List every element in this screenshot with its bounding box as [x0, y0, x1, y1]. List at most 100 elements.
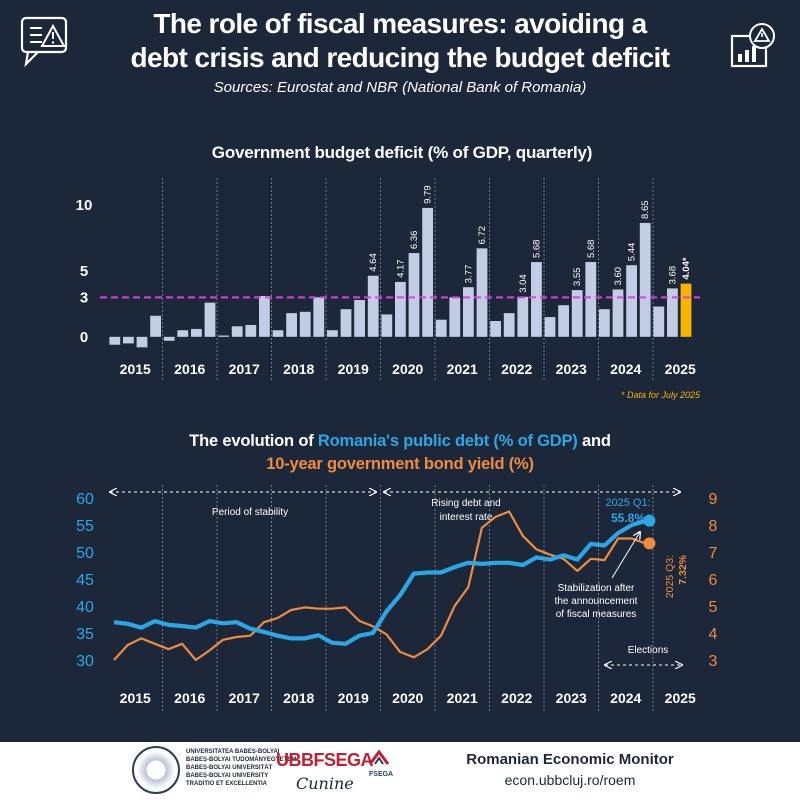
- line-year-label: 2020: [392, 690, 423, 706]
- line-year-label: 2024: [610, 690, 641, 706]
- yield-last-label-line2: 7.32%: [677, 554, 689, 584]
- bar-value-label: 3.60: [613, 267, 624, 286]
- bar-year-label: 2022: [501, 361, 532, 377]
- deficit-bar: [245, 324, 257, 337]
- deficit-bar: [612, 289, 624, 337]
- deficit-bar: [435, 319, 447, 337]
- elections-label: Elections: [628, 645, 669, 656]
- university-name-block: UNIVERSITATEA BABEȘ-BOLYAI BABEȘ-BOLYAI …: [186, 748, 296, 788]
- bar-year-label: 2015: [120, 361, 151, 377]
- debt-axis-tick: 50: [76, 545, 94, 562]
- main-title-line1: The role of fiscal measures: avoiding a: [153, 8, 647, 39]
- uni-line: TRADITIO ET EXCELLENTIA: [186, 781, 267, 787]
- bar-year-gridlines: [162, 178, 654, 382]
- infographic-canvas: The role of fiscal measures: avoiding a …: [20, 8, 775, 712]
- bar-y-axis: 0 3 5 10: [76, 197, 93, 346]
- yield-axis: 3 4 5 6 7 8 9: [709, 491, 718, 670]
- debt-line: [113, 518, 647, 646]
- rising-label-line1: Rising debt and: [431, 498, 501, 509]
- yield-last-label-line1: 2025 Q3:: [664, 555, 676, 598]
- bar-year-label: 2021: [447, 361, 478, 377]
- line-year-label: 2022: [501, 690, 532, 706]
- deficit-bar: [204, 302, 216, 337]
- deficit-bar: [218, 335, 229, 337]
- deficit-bar: [299, 311, 311, 337]
- deficit-bar: [163, 336, 175, 341]
- deficit-bar: [123, 336, 134, 344]
- bar-value-label: 3.55: [572, 268, 583, 287]
- deficit-bar: [422, 207, 433, 337]
- debt-axis-tick: 55: [76, 518, 94, 535]
- uni-line: BABEȘ-BOLYAI UNIVERSITY: [186, 773, 269, 779]
- fsega-small-text: FSEGA: [369, 771, 394, 778]
- yield-axis-tick: 5: [709, 599, 718, 616]
- bar-year-label: 2017: [229, 361, 260, 377]
- deficit-bar: [340, 309, 352, 337]
- fsega-logo: UBBFSEGA: [276, 750, 374, 770]
- bar-value-label: 3.68: [667, 266, 678, 285]
- university-seal-icon: [132, 746, 180, 794]
- deficit-bar: [544, 317, 556, 337]
- deficit-bar: [136, 336, 148, 348]
- bar-year-label: 2024: [610, 361, 641, 377]
- bar-year-label: 2019: [338, 361, 369, 377]
- bar-y-tick: 5: [80, 263, 88, 280]
- bar-value-label: 3.77: [463, 265, 474, 284]
- debt-axis-tick: 45: [76, 572, 94, 589]
- deficit-bar: [639, 222, 651, 337]
- line-x-axis: 2015 2016 2017 2018 2019 2020 2021 2022 2023 2024…: [120, 690, 696, 706]
- line-title-part3: and: [578, 432, 611, 450]
- deficit-bar: [272, 330, 284, 337]
- signature: Cunine: [296, 774, 354, 793]
- uni-line: UNIVERSITATEA BABEȘ-BOLYAI: [186, 749, 280, 755]
- bar-value-label: 8.65: [640, 200, 651, 219]
- bar-y-tick: 0: [80, 329, 88, 346]
- deficit-bar: [667, 288, 678, 337]
- deficit-bar: [313, 297, 325, 337]
- line-year-label: 2025: [665, 690, 696, 706]
- bar-y-tick: 3: [80, 289, 88, 306]
- bar-x-axis: 2015 2016 2017 2018 2019 2020 2021 2022 2023 2024…: [120, 361, 696, 377]
- line-chart-title-line1: The evolution of Romania's public debt (…: [189, 432, 610, 450]
- deficit-bar: [503, 313, 515, 337]
- bar-value-label: 4.64: [368, 253, 379, 272]
- line-year-label: 2023: [556, 690, 587, 706]
- debt-axis: 30 35 40 45 50 55 60: [76, 491, 94, 670]
- bar-value-label: 9.79: [423, 185, 434, 204]
- deficit-bar: [599, 309, 610, 337]
- line-year-label: 2017: [229, 690, 260, 706]
- stabilization-arrow: [611, 532, 640, 579]
- bar-value-label: 6.36: [409, 231, 420, 250]
- deficit-bar: [259, 296, 270, 337]
- line-year-label: 2021: [447, 690, 478, 706]
- debt-last-label-line1: 2025 Q1:: [605, 497, 650, 509]
- document-warning-icon: [20, 16, 68, 68]
- deficit-bar: [558, 305, 569, 337]
- bar-year-label: 2020: [392, 361, 423, 377]
- bar-value-label: 5.68: [586, 240, 597, 259]
- deficit-bar: [150, 315, 161, 337]
- line-year-label: 2019: [338, 690, 369, 706]
- yield-axis-tick: 4: [709, 626, 718, 643]
- debt-axis-tick: 30: [76, 653, 94, 670]
- debt-last-point: [643, 514, 656, 527]
- yield-axis-tick: 9: [709, 491, 718, 508]
- sources-text: Sources: Eurostat and NBR (National Bank…: [214, 79, 587, 96]
- bar-year-label: 2018: [283, 361, 314, 377]
- bar-value-label: 5.68: [531, 240, 542, 259]
- stabilization-label-line2: the announcement: [555, 596, 638, 607]
- footer: UNIVERSITATEA BABEȘ-BOLYAI BABEȘ-BOLYAI …: [0, 742, 800, 800]
- stabilization-label-line1: Stabilization after: [558, 583, 635, 594]
- monitor-url: econ.ubbcluj.ro/roem: [504, 772, 636, 788]
- bar-footnote: * Data for July 2025: [621, 390, 701, 400]
- line-year-gridlines: [162, 485, 654, 712]
- deficit-bar: [571, 290, 583, 337]
- bar-year-label: 2025: [665, 361, 696, 377]
- bar-value-label: 5.44: [627, 243, 638, 262]
- stabilization-label-line3: of fiscal measures: [556, 609, 637, 620]
- deficit-bar: [367, 275, 379, 337]
- deficit-bar: [354, 299, 365, 337]
- bar-chart-title: Government budget deficit (% of GDP, qua…: [212, 143, 592, 162]
- deficit-bar: [191, 328, 202, 337]
- debt-axis-tick: 60: [76, 491, 94, 508]
